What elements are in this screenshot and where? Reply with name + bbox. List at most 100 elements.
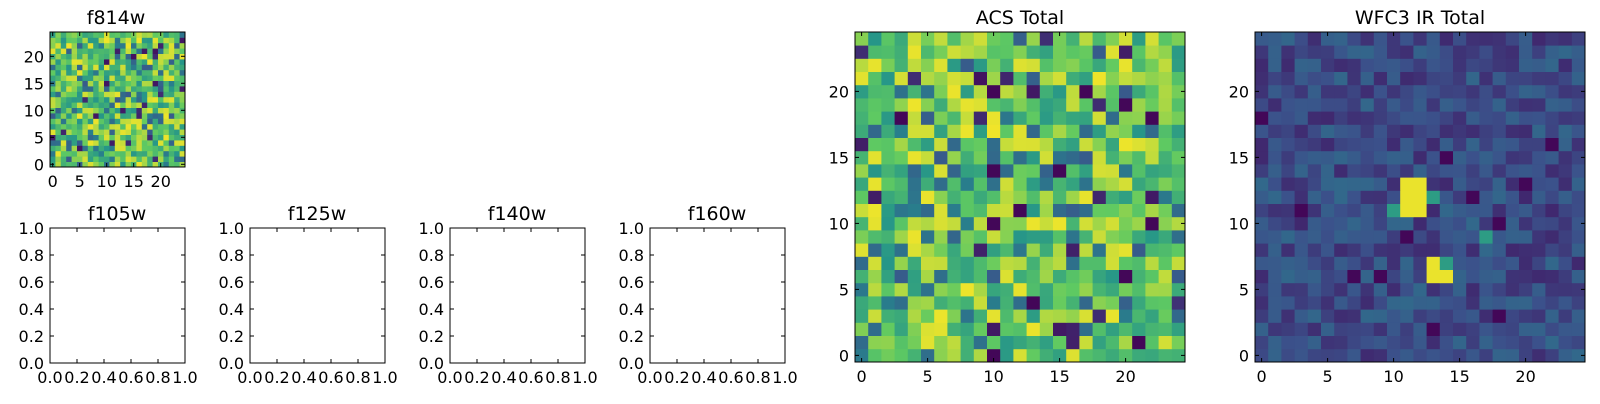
heatmap-cell: [174, 53, 180, 60]
heatmap-cell: [1171, 111, 1186, 125]
y-tick-label: 1.0: [19, 219, 44, 238]
heatmap-cell: [1039, 348, 1054, 363]
heatmap-cell: [1092, 335, 1107, 350]
heatmap-cell: [1039, 216, 1054, 231]
panel-f105w: f105w 0.0 0.2 0.4 0.6 0.8 1.00.00.20.40.60.81…: [19, 203, 198, 387]
heatmap-cell: [168, 37, 175, 44]
heatmap-cell: [1453, 98, 1467, 112]
heatmap-cell: [120, 80, 126, 87]
heatmap-cell: [1400, 32, 1414, 46]
heatmap-cell: [141, 75, 148, 81]
heatmap-cell: [973, 282, 988, 297]
heatmap-cell: [1039, 164, 1054, 178]
heatmap-cell: [1505, 190, 1520, 204]
axes-frame-wfc3-ir-total: [1254, 31, 1586, 363]
heatmap-cell: [1545, 124, 1559, 138]
heatmap-cell: [1387, 203, 1401, 218]
heatmap-cell: [1026, 256, 1041, 270]
heatmap-cell: [1439, 177, 1454, 191]
heatmap-cell: [1466, 190, 1480, 204]
heatmap-cell: [136, 80, 143, 87]
heatmap-cell: [1092, 124, 1107, 138]
heatmap-cell: [1334, 309, 1348, 323]
heatmap-cell: [120, 69, 126, 76]
heatmap-cell: [1453, 203, 1467, 218]
heatmap-cell: [114, 145, 121, 152]
heatmap-cell: [1158, 150, 1173, 165]
heatmap-cell: [147, 107, 153, 114]
heatmap-cell: [1066, 71, 1080, 86]
heatmap-cell: [1347, 296, 1361, 310]
heatmap-cell: [1132, 296, 1146, 310]
heatmap-cell: [87, 53, 94, 60]
heatmap-cell: [947, 190, 961, 204]
heatmap-cell: [147, 102, 153, 108]
heatmap-cell: [1373, 296, 1388, 310]
heatmap-cell: [1119, 45, 1133, 59]
heatmap-cell: [947, 111, 961, 125]
heatmap-cell: [1092, 230, 1107, 244]
heatmap-cell: [1158, 282, 1173, 297]
heatmap-cell: [868, 98, 882, 112]
heatmap-cell: [1321, 282, 1335, 297]
heatmap-cell: [109, 53, 116, 60]
y-tick-label: 20: [829, 82, 849, 101]
heatmap-cell: [87, 118, 94, 125]
heatmap-cell: [1294, 177, 1309, 191]
heatmap-cell: [1413, 348, 1427, 363]
heatmap-cell: [1255, 71, 1269, 86]
heatmap-cell: [1039, 190, 1054, 204]
heatmap-cell: [881, 203, 895, 218]
heatmap-cell: [1360, 137, 1375, 152]
heatmap-cell: [1105, 150, 1120, 165]
heatmap-cell: [1158, 84, 1173, 99]
heatmap-cell: [87, 86, 94, 92]
heatmap-cell: [60, 102, 67, 108]
heatmap-cell: [179, 145, 186, 152]
heatmap-cell: [881, 124, 895, 138]
heatmap-cell: [1453, 190, 1467, 204]
y-tick-label: 15: [24, 74, 44, 93]
heatmap-cell: [1145, 45, 1159, 59]
heatmap-cell: [136, 42, 143, 49]
heatmap-cell: [1026, 203, 1041, 218]
heatmap-cell: [1255, 216, 1269, 231]
heatmap-cell: [1439, 32, 1454, 46]
heatmap-cell: [1453, 84, 1467, 99]
heatmap-cell: [921, 322, 935, 336]
heatmap-cell: [77, 75, 83, 81]
heatmap-cell: [1453, 111, 1467, 125]
heatmap-cell: [1532, 98, 1546, 112]
heatmap-cell: [168, 86, 175, 92]
heatmap-cell: [1519, 98, 1533, 112]
heatmap-cell: [104, 64, 110, 71]
heatmap-cell: [66, 53, 72, 60]
heatmap-cell: [1268, 269, 1282, 284]
heatmap-cell: [907, 256, 922, 270]
heatmap-cell: [1532, 203, 1546, 218]
heatmap-cell: [1307, 348, 1322, 363]
heatmap-cell: [179, 150, 186, 157]
heatmap-cell: [907, 335, 922, 350]
heatmap-cell: [98, 64, 105, 71]
heatmap-cell: [1360, 164, 1375, 178]
heatmap-cell: [1066, 111, 1080, 125]
heatmap-cell: [1268, 164, 1282, 178]
heatmap-cell: [1105, 269, 1120, 284]
heatmap-cell: [114, 129, 121, 135]
heatmap-cell: [120, 48, 126, 54]
heatmap-cell: [71, 59, 78, 65]
heatmap-cell: [1558, 84, 1573, 99]
heatmap-cell: [1492, 98, 1507, 112]
heatmap-cell: [82, 156, 89, 162]
heatmap-cell: [1571, 164, 1586, 178]
heatmap-cell: [1158, 322, 1173, 336]
heatmap-cell: [147, 75, 153, 81]
heatmap-cell: [1079, 164, 1093, 178]
heatmap-cell: [109, 145, 116, 152]
heatmap-cell: [87, 113, 94, 119]
heatmap-cell: [163, 69, 170, 76]
x-tick-label: 1.0: [772, 368, 797, 387]
heatmap-cell: [1400, 348, 1414, 363]
heatmap-cell: [1013, 322, 1027, 336]
